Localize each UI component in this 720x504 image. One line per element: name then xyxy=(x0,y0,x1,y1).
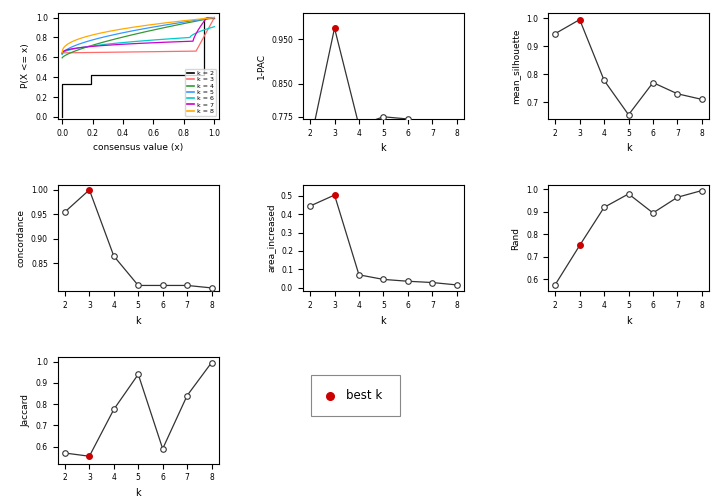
X-axis label: k: k xyxy=(135,488,141,498)
X-axis label: consensus value (x): consensus value (x) xyxy=(93,143,184,152)
Y-axis label: area_increased: area_increased xyxy=(266,204,275,273)
Y-axis label: concordance: concordance xyxy=(17,209,25,267)
Text: best k: best k xyxy=(346,389,382,402)
X-axis label: k: k xyxy=(381,316,386,326)
X-axis label: k: k xyxy=(626,143,631,153)
X-axis label: k: k xyxy=(626,316,631,326)
Y-axis label: Jaccard: Jaccard xyxy=(21,394,30,427)
Y-axis label: Rand: Rand xyxy=(511,227,521,249)
Y-axis label: 1-PAC: 1-PAC xyxy=(256,53,266,79)
Legend: k = 2, k = 3, k = 4, k = 5, k = 6, k = 7, k = 8: k = 2, k = 3, k = 4, k = 5, k = 6, k = 7… xyxy=(185,69,216,116)
Y-axis label: P(X <= x): P(X <= x) xyxy=(21,43,30,88)
X-axis label: k: k xyxy=(135,316,141,326)
Y-axis label: mean_silhouette: mean_silhouette xyxy=(511,28,521,103)
X-axis label: k: k xyxy=(381,143,386,153)
